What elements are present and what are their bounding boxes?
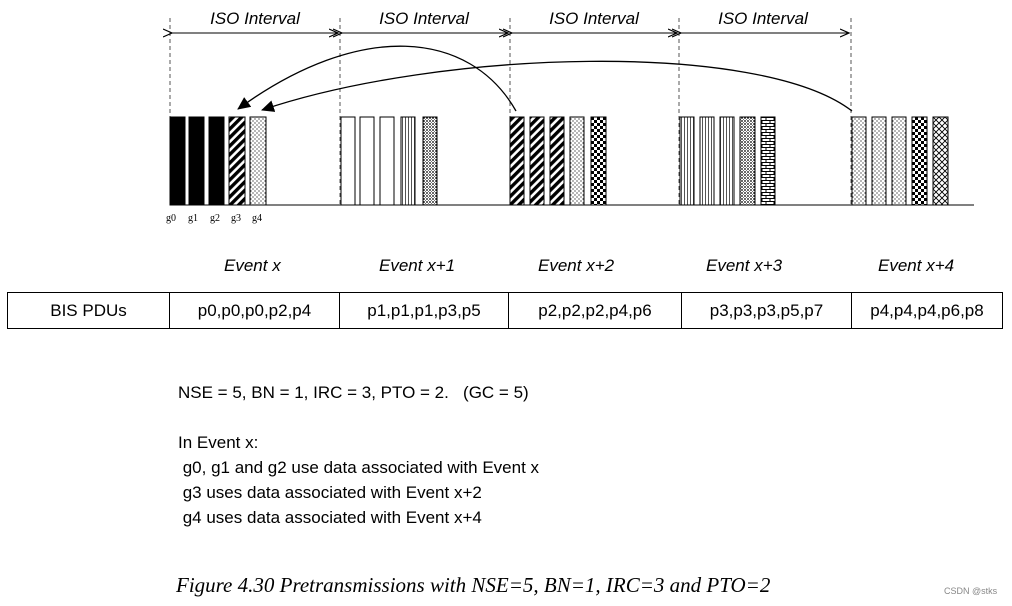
bis-pdu-table: BIS PDUs p0,p0,p0,p2,p4 p1,p1,p1,p3,p5 p… — [7, 292, 1003, 329]
pretransmission-arrow-g4 — [261, 60, 853, 112]
table-cell-event-x2: p2,p2,p2,p4,p6 — [508, 292, 682, 329]
event-x3-subevents — [679, 116, 776, 206]
interval-label-3: ISO Interval — [549, 9, 640, 28]
params-line: NSE = 5, BN = 1, IRC = 3, PTO = 2. (GC =… — [178, 383, 529, 402]
params-line: g3 uses data associated with Event x+2 — [178, 483, 482, 502]
watermark: CSDN @stks — [944, 586, 998, 596]
table-row-header: BIS PDUs — [7, 292, 170, 329]
table-cell-event-x: p0,p0,p0,p2,p4 — [169, 292, 340, 329]
interval-label-1: ISO Interval — [210, 9, 301, 28]
params-line: g4 uses data associated with Event x+4 — [178, 508, 482, 527]
subevent-g4 — [249, 116, 267, 206]
subevent-g2 — [208, 116, 225, 206]
event-label-x2: Event x+2 — [538, 256, 615, 275]
parameter-notes: NSE = 5, BN = 1, IRC = 3, PTO = 2. (GC =… — [178, 380, 539, 530]
event-label-x4: Event x+4 — [878, 256, 955, 275]
subevent-g0 — [169, 116, 186, 206]
event-x-subevents — [169, 116, 267, 206]
event-x2-subevents — [509, 116, 607, 206]
slot-label-g3: g3 — [231, 213, 241, 224]
pretransmission-diagram: ISO Interval ISO Interval ISO Interval I… — [0, 9, 974, 224]
params-spacer — [178, 405, 539, 430]
slot-label-g2: g2 — [210, 213, 220, 224]
params-line: In Event x: — [178, 433, 259, 452]
pretransmission-arrow-g3 — [237, 45, 517, 112]
event-label-x: Event x — [224, 256, 281, 275]
params-line: g0, g1 and g2 use data associated with E… — [178, 458, 540, 477]
table-cell-event-x1: p1,p1,p1,p3,p5 — [339, 292, 509, 329]
event-label-x1: Event x+1 — [379, 256, 456, 275]
figure-caption: Figure 4.30 Pretransmissions with NSE=5,… — [176, 573, 771, 597]
slot-label-g0: g0 — [166, 213, 176, 224]
subevent-g1 — [188, 116, 205, 206]
slot-label-g4: g4 — [252, 213, 262, 224]
subevent-g3 — [228, 116, 246, 206]
table-cell-event-x3: p3,p3,p3,p5,p7 — [681, 292, 852, 329]
event-label-x3: Event x+3 — [706, 256, 783, 275]
event-x1-subevents — [340, 116, 438, 206]
table-cell-event-x4: p4,p4,p4,p6,p8 — [851, 292, 1003, 329]
event-x4-subevents — [851, 116, 949, 206]
interval-label-4: ISO Interval — [718, 9, 809, 28]
interval-label-2: ISO Interval — [379, 9, 470, 28]
slot-label-g1: g1 — [188, 213, 198, 224]
table-row: BIS PDUs p0,p0,p0,p2,p4 p1,p1,p1,p3,p5 p… — [7, 292, 1003, 329]
